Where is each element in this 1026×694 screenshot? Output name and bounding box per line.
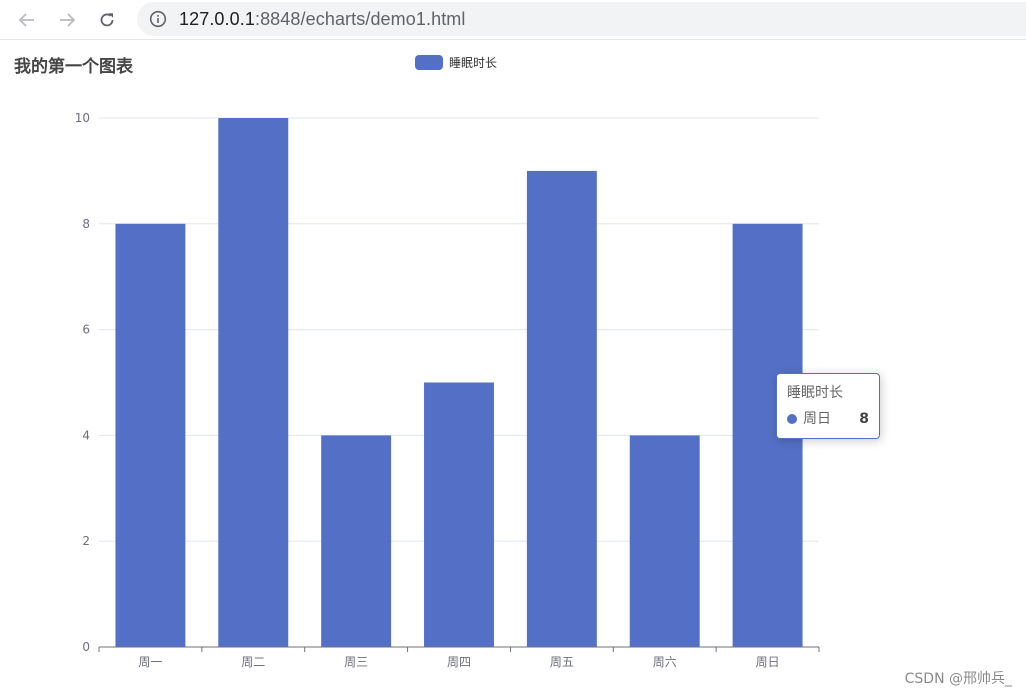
chart-title: 我的第一个图表 bbox=[14, 56, 134, 77]
y-tick-label: 2 bbox=[82, 534, 90, 548]
legend-swatch bbox=[415, 55, 443, 70]
y-tick-label: 10 bbox=[75, 111, 90, 125]
reload-icon bbox=[100, 13, 114, 27]
x-tick-label: 周三 bbox=[344, 655, 368, 669]
bar bbox=[218, 118, 289, 647]
chart-tooltip: 睡眠时长 周日 8 bbox=[776, 373, 880, 439]
browser-toolbar: 127.0.0.1:8848/echarts/demo1.html bbox=[0, 0, 1026, 40]
x-tick-label: 周日 bbox=[756, 655, 780, 669]
bar bbox=[321, 435, 392, 647]
forward-button[interactable] bbox=[53, 6, 81, 34]
y-tick-label: 8 bbox=[82, 217, 90, 231]
url-path: /echarts/demo1.html bbox=[300, 8, 466, 29]
bar bbox=[115, 223, 186, 648]
bar bbox=[526, 170, 597, 647]
x-tick-label: 周一 bbox=[138, 655, 162, 669]
x-tick-label: 周五 bbox=[550, 655, 574, 669]
watermark-text: CSDN @邢帅兵_ bbox=[904, 671, 1012, 687]
back-button[interactable] bbox=[13, 6, 41, 34]
bar-chart: 我的第一个图表 睡眠时长 0 2 4 6 8 10 周一 周二 周三 周四 周五 周六 周日 bbox=[14, 55, 820, 669]
x-tick-label: 周四 bbox=[447, 655, 471, 669]
bar bbox=[629, 435, 700, 647]
tooltip-row: 周日 8 bbox=[787, 409, 869, 429]
reload-button[interactable] bbox=[93, 6, 121, 34]
y-tick-label: 4 bbox=[82, 428, 90, 442]
forward-arrow-icon bbox=[60, 13, 76, 27]
url-text: 127.0.0.1:8848/echarts/demo1.html bbox=[179, 9, 466, 30]
bar bbox=[424, 382, 494, 647]
tooltip-category: 周日 bbox=[803, 411, 831, 427]
y-tick-label: 0 bbox=[82, 640, 90, 654]
address-bar[interactable]: 127.0.0.1:8848/echarts/demo1.html bbox=[137, 2, 1026, 36]
y-tick-label: 6 bbox=[82, 323, 90, 337]
x-tick-label: 周二 bbox=[241, 655, 265, 669]
back-arrow-icon bbox=[18, 13, 34, 27]
tooltip-marker bbox=[787, 414, 797, 424]
info-icon[interactable] bbox=[149, 10, 167, 28]
legend-label: 睡眠时长 bbox=[449, 56, 497, 70]
x-tick-label: 周六 bbox=[653, 655, 677, 669]
tooltip-value: 8 bbox=[859, 411, 869, 427]
tooltip-series-name: 睡眠时长 bbox=[787, 385, 843, 401]
url-host: 127.0.0.1 bbox=[179, 8, 255, 29]
url-port: :8848 bbox=[254, 8, 301, 29]
